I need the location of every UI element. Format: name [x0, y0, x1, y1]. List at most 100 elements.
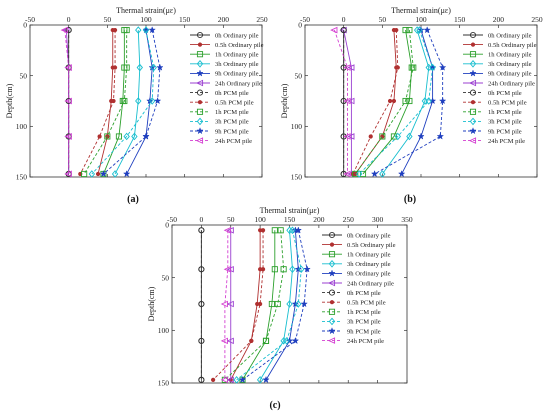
panel-3-legend-label: 24h PCM pile — [347, 338, 384, 345]
panel-3-series-line — [224, 230, 285, 381]
panel-3-y-tick-label: 0 — [165, 221, 169, 230]
panel-3-data-point — [233, 376, 240, 384]
panel-1-x-tick-label: 250 — [256, 15, 268, 24]
panel-3-series-12 — [220, 226, 231, 384]
panel-1-data-point — [123, 27, 130, 34]
panel-1-data-point — [65, 27, 72, 34]
panel-3-data-point — [256, 376, 264, 384]
panel-3-x-tick-label: 100 — [255, 215, 267, 224]
panel-3-data-point — [211, 377, 216, 382]
panel-3-legend-marker — [328, 269, 336, 277]
panel-2-y-tick-label: 50 — [295, 71, 303, 80]
panel-3-x-tick-label: 150 — [284, 215, 296, 224]
panel-2-data-point — [436, 132, 445, 140]
panel-1-data-point — [135, 26, 142, 34]
panel-2-data-point — [429, 63, 436, 72]
panel-3-series-8 — [211, 228, 266, 382]
panel-3-legend-label: 0h Ordinary pile — [347, 232, 391, 239]
panel-1-series-line — [64, 30, 70, 174]
panel-1-legend-label: 0.5h Ordinary pile — [215, 42, 264, 49]
panel-3-data-point — [289, 265, 296, 274]
panel-2-data-point — [347, 97, 355, 105]
panel-2-series-8 — [350, 27, 400, 177]
panel-2-series-10 — [355, 26, 436, 178]
panel-2-data-point — [391, 98, 397, 104]
panel-3-legend-marker — [327, 279, 336, 287]
panel-2-series-line — [343, 29, 352, 174]
panel-3-data-point — [271, 227, 278, 234]
panel-1-x-tick-label: 200 — [218, 15, 230, 24]
panel-1-data-point — [131, 132, 138, 141]
panel-1-series-10 — [88, 26, 157, 178]
panel-3-series-line — [259, 230, 293, 381]
panel-2-legend-label: 3h PCM pile — [488, 119, 522, 126]
panel-2-series-line — [374, 29, 444, 175]
panel-3-legend-label: 24h Ordinary pile — [347, 280, 394, 287]
panel-1-y-tick-label: 100 — [16, 122, 28, 131]
panel-2-data-point — [394, 132, 401, 141]
panel-3-data-point — [262, 375, 270, 384]
panel-3-data-point — [198, 266, 205, 273]
panel-3-data-point — [198, 227, 205, 234]
panel-3-data-point — [300, 300, 308, 308]
panel-1-data-point — [111, 170, 119, 178]
panel-2-legend-marker — [469, 31, 477, 39]
panel-3-data-point — [223, 265, 231, 273]
panel-1-data-point — [112, 27, 118, 33]
panel-1-series-line — [114, 30, 141, 175]
panel-1-data-point — [111, 98, 116, 104]
panel-1-legend-label: 0h PCM pile — [215, 90, 249, 97]
panel-2-data-point — [390, 133, 397, 140]
panel-1-data-point — [97, 134, 102, 139]
panel-1-legend-marker — [195, 79, 204, 87]
panel-3-legend-marker — [329, 300, 335, 305]
panel-2-x-tick-label: 100 — [415, 15, 427, 24]
panel-2-data-point — [406, 27, 413, 34]
panel-2-series-line — [362, 29, 413, 175]
panel-3-data-point — [274, 300, 281, 308]
panel-3-data-point — [291, 336, 300, 345]
panel-3-legend-label: 9h PCM pile — [347, 328, 381, 335]
panel-2-legend-marker — [469, 89, 477, 96]
panel-3-legend-marker — [328, 327, 336, 335]
panel-3-data-point — [220, 300, 228, 308]
panel-3-series-11 — [238, 226, 311, 384]
panel-2-legend-marker — [470, 100, 476, 105]
panel-2-data-point — [343, 97, 351, 105]
panel-2-data-point — [397, 170, 406, 178]
panel-2-y-axis-label: Depth(cm) — [280, 83, 289, 118]
panel-3-data-point — [295, 300, 302, 308]
panel-2-data-point — [387, 98, 393, 104]
panel-3-series-line — [212, 230, 264, 381]
panel-3-data-point — [262, 337, 270, 344]
panel-1-x-axis-label: Thermal strain(με) — [116, 6, 176, 15]
panel-2-series-11 — [370, 26, 447, 178]
panel-1-legend-label: 9h Ordinary pile — [215, 71, 259, 78]
panel-2-data-point — [416, 26, 423, 34]
panel-1-legend-label: 24h Ordinary pile — [215, 80, 262, 87]
panel-3-data-point — [277, 227, 284, 234]
panel-1-legend-marker — [197, 100, 203, 105]
panel-3-x-axis-label: Thermal strain(με) — [260, 206, 320, 215]
panel-3-legend-marker — [328, 308, 336, 315]
panel-3-legend-label: 3h PCM pile — [347, 319, 381, 326]
panel-1-y-tick-label: 0 — [23, 21, 27, 30]
panel-1-y-axis-label: Depth(cm) — [5, 83, 14, 118]
panel-1-data-point — [123, 132, 130, 141]
panel-2-legend-marker — [468, 79, 477, 87]
panel-1-data-point — [153, 97, 162, 105]
panel-2-series-line — [381, 29, 430, 175]
panel-2-x-tick-label: -50 — [300, 15, 310, 24]
panel-3-series-9 — [221, 227, 287, 383]
panel-3-data-point — [289, 226, 296, 235]
panel-2-data-point — [343, 133, 351, 140]
panel-1-series-4 — [111, 26, 144, 178]
panel-3-data-point — [220, 337, 228, 345]
panel-2-data-point — [330, 26, 338, 34]
panel-2-legend-marker — [469, 127, 477, 135]
panel-2-data-point — [359, 170, 367, 178]
panel-3-series-6 — [226, 226, 234, 384]
panel-1-data-point — [135, 97, 142, 105]
panel-3-legend-label: 1h PCM pile — [347, 309, 381, 316]
